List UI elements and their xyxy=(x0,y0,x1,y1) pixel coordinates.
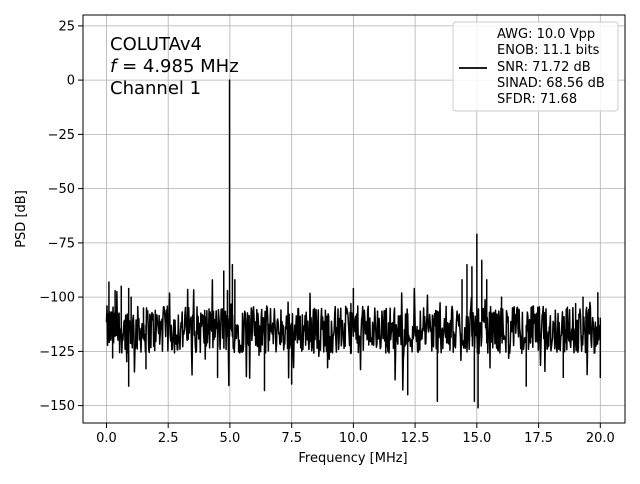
annotation-frequency: f = 4.985 MHz xyxy=(110,56,239,77)
y-tick-label: −150 xyxy=(39,399,75,414)
legend-awg: AWG: 10.0 Vpp xyxy=(497,27,595,42)
x-tick-label: 15.0 xyxy=(462,431,491,446)
annotation-frequency-value: = 4.985 MHz xyxy=(122,56,239,77)
legend: AWG: 10.0 Vpp ENOB: 11.1 bits SNR: 71.72… xyxy=(452,21,619,112)
x-tick-label: 7.5 xyxy=(281,431,302,446)
annotation-frequency-var: f xyxy=(110,56,119,77)
legend-snr: SNR: 71.72 dB xyxy=(497,60,591,75)
legend-enob: ENOB: 11.1 bits xyxy=(497,43,600,58)
y-tick-label: −125 xyxy=(39,345,75,360)
x-tick-label: 17.5 xyxy=(524,431,553,446)
x-axis-label: Frequency [MHz] xyxy=(298,451,407,466)
ticks-layer: 0.0 2.5 5.0 7.5 10.0 12.5 15.0 17.5 20.0 25 0 −25 −5… xyxy=(39,19,614,446)
x-tick-label: 2.5 xyxy=(158,431,179,446)
y-tick-label: −50 xyxy=(48,182,75,197)
y-tick-label: −75 xyxy=(48,236,75,251)
x-tick-label: 20.0 xyxy=(586,431,615,446)
x-tick-label: 12.5 xyxy=(401,431,430,446)
series-layer xyxy=(105,79,602,409)
x-tick-label: 5.0 xyxy=(220,431,241,446)
x-tick-label: 10.0 xyxy=(339,431,368,446)
legend-sfdr: SFDR: 71.68 xyxy=(497,92,577,107)
psd-series-line xyxy=(105,79,602,409)
y-tick-label: −25 xyxy=(48,128,75,143)
legend-box xyxy=(452,21,619,112)
plot-frame xyxy=(82,14,626,424)
annotation-channel: Channel 1 xyxy=(110,78,201,99)
annotation-title: COLUTAv4 xyxy=(110,34,202,55)
y-tick-label: 25 xyxy=(58,19,75,34)
y-tick-label: −100 xyxy=(39,291,75,306)
y-tick-label: 0 xyxy=(67,74,75,89)
y-axis-label: PSD [dB] xyxy=(14,190,29,248)
x-tick-label: 0.0 xyxy=(96,431,117,446)
legend-sinad: SINAD: 68.56 dB xyxy=(497,76,605,91)
annotation-block: COLUTAv4 f = 4.985 MHz Channel 1 xyxy=(110,34,239,99)
